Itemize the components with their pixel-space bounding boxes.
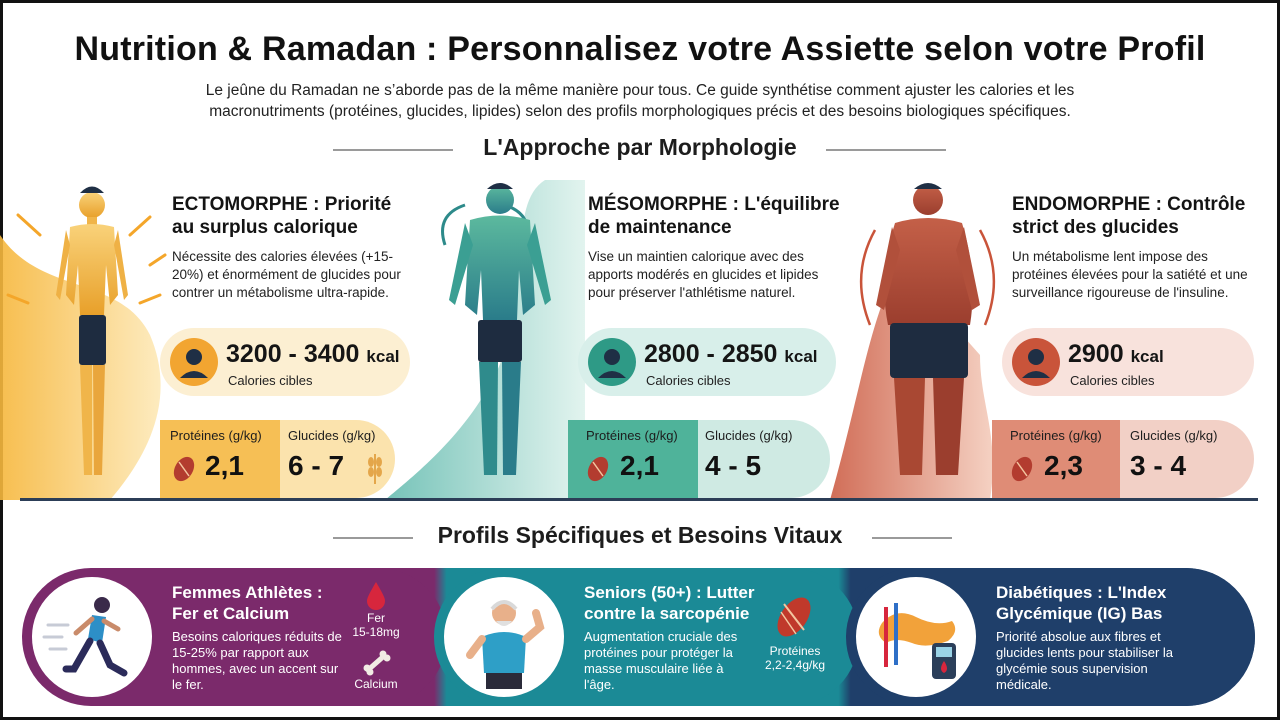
diabetics-title-line1: Diabétiques : L'Index [996, 583, 1167, 602]
women-athletes-title-line2: Fer et Calcium [172, 604, 290, 623]
ectomorph-background [0, 186, 167, 500]
ectomorph-desc: Nécessite des calories élevées (+15-20%)… [172, 249, 401, 300]
endomorph-title-line2: strict des glucides [1012, 217, 1179, 238]
endomorph-desc: Un métabolisme lent impose des protéines… [1012, 249, 1248, 300]
seniors-title-line1: Seniors (50+) : Lutter [584, 583, 755, 602]
profile-card-women-athletes: Femmes Athlètes : Fer et Calcium Besoins… [22, 568, 447, 706]
muscle-icon [1011, 456, 1033, 482]
endomorph-carbs: Glucides (g/kg) 3 - 4 [1120, 420, 1254, 498]
mesomorph-protein-label: Protéines (g/kg) [586, 428, 678, 443]
mesomorph-kcal-value: 2800 - 2850 kcal [644, 340, 818, 368]
ectomorph-carbs-label: Glucides (g/kg) [288, 428, 376, 443]
endomorph-title: ENDOMORPHE : Contrôle strict des glucide… [1012, 193, 1245, 239]
pancreas-illustration [856, 577, 976, 697]
ectomorph-title: ECTOMORPHE : Priorité au surplus caloriq… [172, 193, 391, 239]
calcium-label: Calcium [354, 677, 398, 691]
section-heading-morphology: L'Approche par Morphologie [0, 134, 1280, 161]
section-heading-morphology-text: L'Approche par Morphologie [471, 134, 809, 161]
mesomorph-avatar [588, 338, 636, 386]
endomorph-background [830, 183, 996, 500]
iron-value: Fer 15-18mg [347, 611, 405, 639]
mesomorph-background [385, 180, 585, 500]
ectomorph-kcal-label: Calories cibles [228, 373, 313, 388]
mesomorph-title-line2: de maintenance [588, 217, 732, 238]
mesomorph-carbs-label: Glucides (g/kg) [705, 428, 793, 443]
ectomorph-title-line1: ECTOMORPHE : Priorité [172, 194, 392, 215]
women-athletes-desc: Besoins caloriques réduits de 15-25% par… [172, 629, 342, 692]
diabetics-desc: Priorité absolue aux fibres et glucides … [996, 629, 1174, 692]
mesomorph-carbs-value: 4 - 5 [705, 450, 762, 481]
blood-drop-icon [367, 582, 385, 610]
endomorph-carbs-value: 3 - 4 [1130, 450, 1187, 481]
ectomorph-protein: Protéines (g/kg) 2,1 [160, 420, 280, 498]
endomorph-protein: Protéines (g/kg) 2,3 [992, 420, 1120, 498]
endomorph-protein-value: 2,3 [1044, 450, 1083, 481]
iron-label: Fer [367, 611, 385, 625]
diabetics-title: Diabétiques : L'Index Glycémique (IG) Ba… [996, 582, 1166, 624]
profile-card-seniors: Seniors (50+) : Lutter contre la sarcopé… [434, 568, 859, 706]
ectomorph-carbs-value: 6 - 7 [288, 450, 345, 481]
mesomorph-figure [449, 183, 551, 475]
seniors-title: Seniors (50+) : Lutter contre la sarcopé… [584, 582, 755, 624]
mesomorph-kcal-pill: 2800 - 2850 kcal Calories cibles [578, 328, 836, 396]
women-athletes-title-line1: Femmes Athlètes : [172, 583, 323, 602]
mesomorph-protein-value: 2,1 [620, 450, 659, 481]
endomorph-kcal-pill: 2900 kcal Calories cibles [1002, 328, 1254, 396]
endomorph-avatar [1012, 338, 1060, 386]
seniors-protein-label: Protéines [769, 644, 821, 658]
mesomorph-protein: Protéines (g/kg) 2,1 [568, 420, 698, 498]
bone-icon [363, 650, 391, 676]
divider-line [20, 498, 1258, 501]
muscle-icon [777, 597, 811, 637]
ectomorph-kcal-pill: 3200 - 3400 kcal Calories cibles [160, 328, 410, 396]
page-title: Nutrition & Ramadan : Personnalisez votr… [74, 30, 1206, 68]
mesomorph-desc: Vise un maintien calorique avec des appo… [588, 249, 819, 300]
endomorph-kcal-label: Calories cibles [1070, 373, 1155, 388]
mesomorph-title: MÉSOMORPHE : L'équilibre de maintenance [588, 193, 840, 239]
ectomorph-title-line2: au surplus calorique [172, 217, 358, 238]
endomorph-protein-label: Protéines (g/kg) [1010, 428, 1102, 443]
ectomorph-protein-label: Protéines (g/kg) [170, 428, 262, 443]
ectomorph-kcal-value: 3200 - 3400 kcal [226, 340, 400, 368]
women-athletes-title: Femmes Athlètes : Fer et Calcium [172, 582, 323, 624]
ectomorph-macros: Protéines (g/kg) 2,1 Glucides (g/kg) 6 -… [160, 420, 395, 498]
mesomorph-carbs: Glucides (g/kg) 4 - 5 [698, 420, 830, 498]
iron-amount: 15-18mg [352, 625, 400, 639]
runner-illustration [32, 577, 152, 697]
mesomorph-kcal-label: Calories cibles [646, 373, 731, 388]
seniors-protein-value: Protéines 2,2-2,4g/kg [752, 644, 838, 672]
ectomorph-protein-value: 2,1 [205, 450, 244, 481]
muscle-icon [587, 456, 609, 482]
section-heading-profiles: Profils Spécifiques et Besoins Vitaux [0, 522, 1280, 549]
endomorph-macros: Protéines (g/kg) 2,3 Glucides (g/kg) 3 -… [992, 420, 1254, 498]
endomorph-kcal-value: 2900 kcal [1068, 340, 1164, 368]
wheat-icon [368, 454, 382, 484]
mesomorph-title-line1: MÉSOMORPHE : L'équilibre [588, 194, 840, 215]
profile-card-diabetics: Diabétiques : L'Index Glycémique (IG) Ba… [846, 568, 1255, 706]
diabetics-title-line2: Glycémique (IG) Bas [996, 604, 1163, 623]
muscle-icon [173, 456, 195, 482]
page-subtitle: Le jeûne du Ramadan ne s’aborde pas de l… [205, 82, 1075, 120]
seniors-protein-amount: 2,2-2,4g/kg [764, 658, 826, 672]
endomorph-title-line1: ENDOMORPHE : Contrôle [1012, 194, 1246, 215]
section-heading-profiles-text: Profils Spécifiques et Besoins Vitaux [425, 522, 855, 549]
endomorph-carbs-label: Glucides (g/kg) [1130, 428, 1218, 443]
ectomorph-carbs: Glucides (g/kg) 6 - 7 [280, 420, 395, 498]
seniors-title-line2: contre la sarcopénie [584, 604, 750, 623]
mesomorph-macros: Protéines (g/kg) 2,1 Glucides (g/kg) 4 -… [568, 420, 830, 498]
endomorph-figure [876, 183, 980, 475]
senior-illustration [444, 577, 564, 697]
ectomorph-avatar [170, 338, 218, 386]
seniors-desc: Augmentation cruciale des protéines pour… [584, 629, 738, 692]
ectomorph-figure [56, 186, 128, 475]
